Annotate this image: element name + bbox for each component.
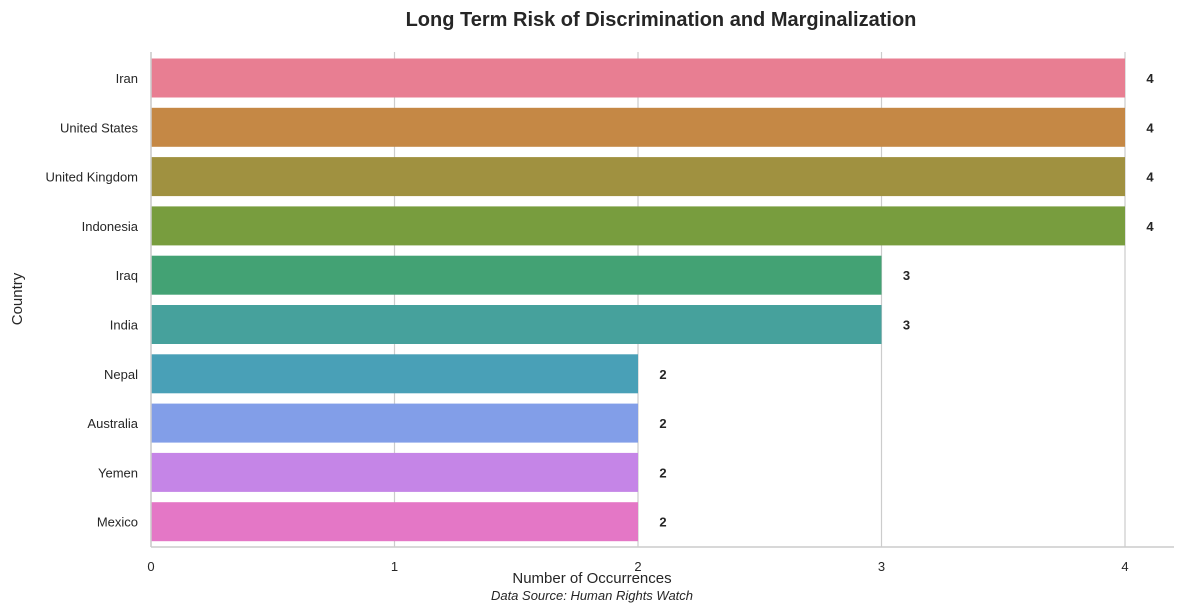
bar xyxy=(151,305,882,344)
y-tick-label: Australia xyxy=(87,416,138,431)
bar xyxy=(151,255,882,295)
y-tick-label: United Kingdom xyxy=(46,170,139,185)
x-tick-label: 2 xyxy=(634,559,641,574)
y-tick-label: United States xyxy=(60,120,139,135)
y-tick-label: Indonesia xyxy=(82,219,139,234)
y-tick-label: Mexico xyxy=(97,515,138,530)
y-axis-label: Country xyxy=(9,272,26,325)
y-tick-label: Iraq xyxy=(116,268,138,283)
x-tick-label: 4 xyxy=(1121,559,1128,574)
bar xyxy=(151,107,1125,147)
data-label: 4 xyxy=(1146,120,1154,135)
bar xyxy=(151,157,1125,197)
data-label: 4 xyxy=(1146,219,1154,234)
x-tick-label: 3 xyxy=(878,559,885,574)
bar xyxy=(151,354,638,394)
data-label: 4 xyxy=(1146,170,1154,185)
y-tick-label: Nepal xyxy=(104,367,138,382)
data-label: 2 xyxy=(659,416,666,431)
data-label: 4 xyxy=(1146,71,1154,86)
bar xyxy=(151,403,638,443)
data-label: 2 xyxy=(659,367,666,382)
x-axis-label: Number of Occurrences xyxy=(512,570,671,587)
data-label: 3 xyxy=(903,268,910,283)
bar xyxy=(151,502,638,542)
y-tick-label: Yemen xyxy=(98,465,138,480)
y-tick-label: India xyxy=(110,318,139,333)
data-label: 2 xyxy=(659,515,666,530)
data-label: 2 xyxy=(659,465,666,480)
bar xyxy=(151,58,1125,98)
bar xyxy=(151,206,1125,246)
data-source-note: Data Source: Human Rights Watch xyxy=(491,588,693,603)
x-tick-labels: 0 1 2 3 4 xyxy=(147,559,1128,574)
y-tick-labels: Iran United States United Kingdom Indonesia… xyxy=(46,71,139,530)
y-tick-label: Iran xyxy=(116,71,138,86)
data-label: 3 xyxy=(903,318,910,333)
chart-title: Long Term Risk of Discrimination and Mar… xyxy=(406,9,917,31)
bar xyxy=(151,452,638,492)
bars xyxy=(151,58,1125,542)
data-labels: 4 4 4 4 3 3 2 2 2 2 xyxy=(659,71,1154,530)
x-tick-label: 1 xyxy=(391,559,398,574)
x-tick-label: 0 xyxy=(147,559,154,574)
